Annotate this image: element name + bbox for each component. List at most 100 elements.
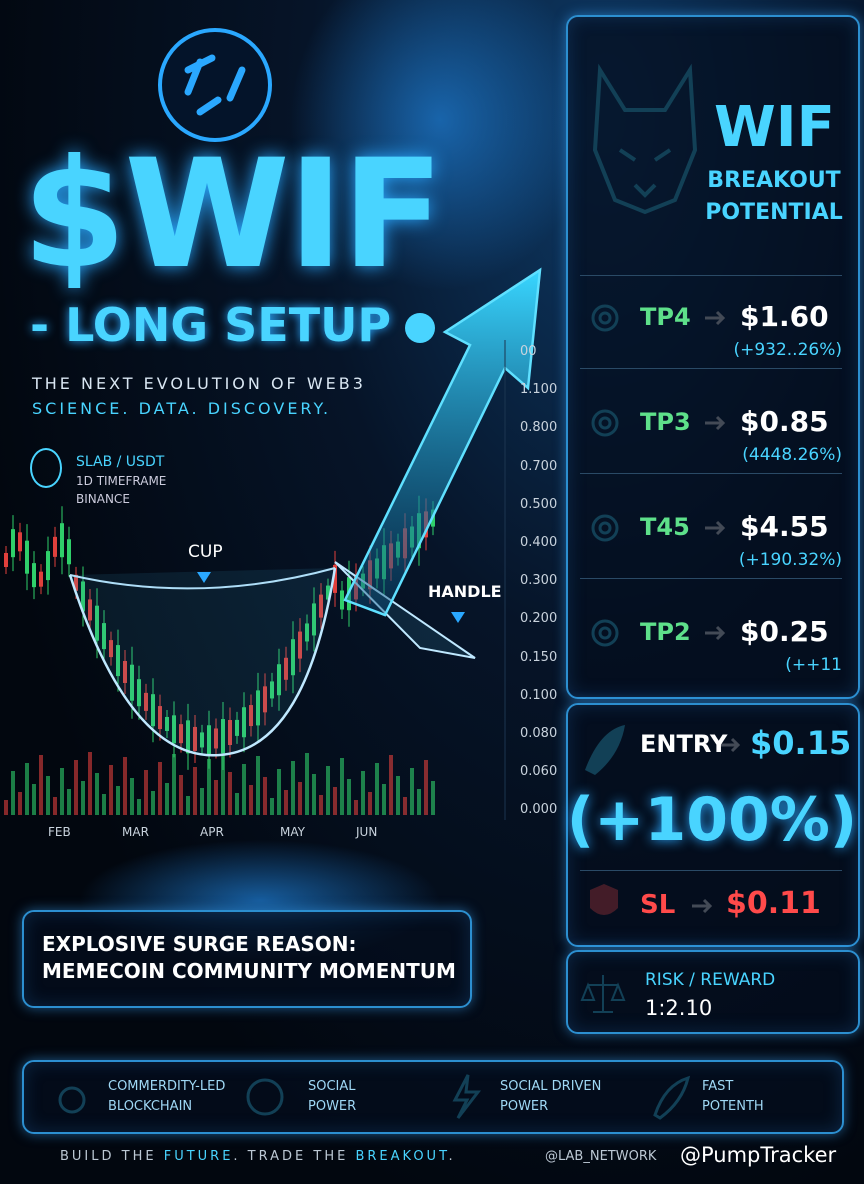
separator <box>580 473 842 474</box>
volume-bar <box>130 778 134 815</box>
target-change: (+932..26%) <box>733 340 842 360</box>
volume-bar <box>4 800 8 815</box>
volume-bar <box>235 793 239 815</box>
candle-body <box>4 553 8 567</box>
volume-bar <box>144 770 148 815</box>
feature-text: POWER <box>308 1099 357 1114</box>
candle-body <box>151 694 155 727</box>
volume-bar <box>95 773 99 815</box>
panel-subtitle: BREAKOUT <box>707 168 841 193</box>
volume-bar <box>361 771 365 815</box>
volume-bar <box>312 774 316 815</box>
candle-body <box>18 532 22 552</box>
slogan: BUILD THE FUTURE. TRADE THE BREAKOUT. <box>60 1149 456 1164</box>
separator <box>580 368 842 369</box>
candle-body <box>130 664 134 701</box>
pair-icon <box>30 448 62 488</box>
pair-exchange: BINANCE <box>76 492 130 506</box>
candle-body <box>67 539 71 565</box>
candle-body <box>312 603 316 636</box>
x-label: JUN <box>356 825 378 839</box>
separator <box>580 870 842 871</box>
volume-bar <box>431 781 435 815</box>
cup-label: CUP <box>188 542 223 562</box>
volume-bar <box>109 765 113 815</box>
volume-bar <box>39 755 43 815</box>
volume-bar <box>354 800 358 815</box>
candle-body <box>53 536 57 557</box>
candle-body <box>116 645 120 677</box>
volume-bar <box>179 775 183 815</box>
volume-bar <box>32 784 36 815</box>
feature-text: FAST <box>702 1079 734 1094</box>
y-label: 1.100 <box>520 382 558 398</box>
volume-bar <box>305 753 309 815</box>
candle-body <box>32 563 36 588</box>
target-change: (++11 <box>785 655 842 675</box>
slogan-part: . TRADE THE <box>233 1149 356 1164</box>
volume-bar <box>284 790 288 815</box>
candle-body <box>193 726 197 751</box>
volume-bar <box>417 789 421 815</box>
candle-body <box>74 574 78 591</box>
candle-body <box>235 719 239 736</box>
volume-bar <box>410 768 414 815</box>
entry-price: $0.15 <box>750 724 852 762</box>
volume-bar <box>214 780 218 815</box>
logo-mark <box>184 54 246 116</box>
y-label: 0.500 <box>520 496 558 512</box>
handle-label: HANDLE <box>428 582 502 601</box>
x-label: FEB <box>48 825 71 839</box>
volume-bar <box>228 772 232 815</box>
candle-body <box>11 529 15 558</box>
candle-body <box>102 623 106 650</box>
volume-bar <box>263 777 267 815</box>
volume-bar <box>18 792 22 815</box>
cup-rim <box>69 567 336 590</box>
candle-body <box>158 706 162 730</box>
volume-bar <box>270 798 274 815</box>
tagline: SCIENCE. DATA. DISCOVERY. <box>32 399 332 418</box>
target-price: $0.25 <box>740 615 829 648</box>
candle-body <box>179 724 183 744</box>
separator <box>580 275 842 276</box>
watermark: @PumpTracker <box>680 1143 837 1167</box>
candle-body <box>25 540 29 574</box>
volume-bar <box>88 752 92 815</box>
volume-bar <box>277 769 281 815</box>
candle-body <box>319 594 323 618</box>
volume-bar <box>382 784 386 815</box>
candle-body <box>256 690 260 726</box>
candle-body <box>263 686 267 713</box>
dot <box>405 313 435 343</box>
volume-bar <box>347 779 351 815</box>
cup <box>68 567 337 757</box>
volume-bar <box>172 754 176 815</box>
volume-bar <box>74 760 78 815</box>
y-label: 0.100 <box>520 687 558 703</box>
candle-body <box>298 631 302 659</box>
panel-title: WIF <box>714 95 835 160</box>
candles <box>4 495 435 815</box>
subtitle: - LONG SETUP <box>30 298 392 352</box>
x-label: MAR <box>122 825 149 839</box>
volume-bar <box>158 762 162 815</box>
volume-bar <box>25 763 29 815</box>
volume-bar <box>319 795 323 815</box>
y-label: 0.300 <box>520 573 558 589</box>
reason-box <box>22 910 472 1008</box>
volume-bar <box>186 796 190 815</box>
risk-panel <box>566 950 860 1034</box>
candle-body <box>305 623 309 642</box>
y-label: 0.700 <box>520 458 558 474</box>
candle-body <box>165 716 169 731</box>
target-label: TP3 <box>640 408 691 436</box>
volume-bar <box>102 794 106 815</box>
feature-text: POTENTH <box>702 1099 764 1114</box>
x-label: MAY <box>280 825 305 839</box>
target-price: $0.85 <box>740 405 829 438</box>
target-price: $4.55 <box>740 510 829 543</box>
y-label: 0.060 <box>520 764 558 780</box>
candle-body <box>284 657 288 680</box>
